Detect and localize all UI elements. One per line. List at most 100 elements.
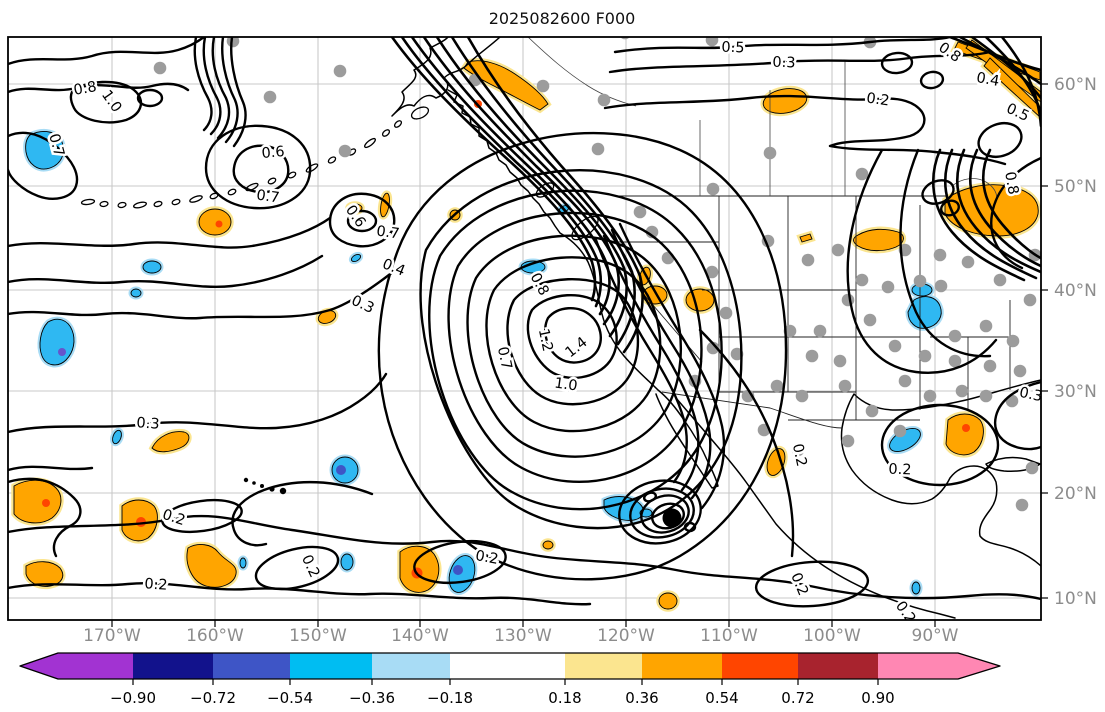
station-dot [948,354,962,368]
anomaly-colorbar: −0.90 −0.72 −0.54 −0.36 −0.18 0.18 0.36 0.54 0.7… [19,652,1001,707]
map-frame [7,36,1042,621]
station-dot [706,182,720,196]
x-tick-label: 120°W [597,626,655,646]
contour-label: 0.2 [787,571,810,598]
station-dot [993,273,1007,287]
station-dot [913,274,927,288]
contour-label: 0.2 [474,548,499,568]
y-tick-label: 60°N [1054,75,1097,95]
contour-label: 0.2 [892,599,918,627]
island-dash [133,201,147,209]
colorbar-segment [290,653,372,679]
station-dot [983,359,997,373]
contour-label: 0.4 [975,70,1000,90]
x-tick-label: 110°W [700,626,758,646]
station-dot [855,273,869,287]
station-dot [226,37,240,48]
station-dot [961,255,975,269]
contour-label: 0.3 [772,55,796,72]
station-dot [705,37,719,47]
contour-label: 1.4 [563,334,591,361]
y-tick-label: 30°N [1054,382,1097,402]
station-dot [888,339,902,353]
contour-lines [8,37,1041,608]
colorbar-segment [58,653,133,679]
island-dash [171,198,181,206]
latitude-tick-labels: 60°N 50°N 40°N 30°N 20°N 10°N [1054,75,1097,609]
colorbar-outline [19,652,1001,680]
station-dot [948,329,962,343]
station-dot [833,354,847,368]
contour-label: 0.2 [144,576,168,594]
island-dash [99,200,109,208]
station-dot [898,374,912,388]
station-dot [933,248,947,262]
station-dot [1006,334,1020,348]
contour-value-labels: 0.8 1.00.7 0.60.70.60.70.40.30.50.30.20.80… [43,37,1044,627]
y-tick-label: 20°N [1054,484,1097,504]
x-tick-label: 90°W [912,626,959,646]
colorbar-tick-label: 0.36 [625,689,658,707]
station-dot [841,434,855,448]
station-dot [865,404,879,418]
station-dot [863,313,877,327]
lat-lon-gridlines [8,37,1041,620]
island-dash [227,188,237,196]
contour-label: 0.4 [380,256,407,279]
station-dot [633,205,647,219]
station-dot [831,243,845,257]
y-tick-label: 40°N [1054,281,1097,301]
station-dot [763,146,777,160]
station-dot [791,443,805,457]
station-dot [706,341,720,355]
station-dot [881,280,895,294]
aleutian-islands [80,120,403,209]
colorbar-segment [133,653,213,679]
colorbar-right-arrow [958,653,1000,679]
colorbar-tick-label: 0.18 [548,689,581,707]
colorbar-segment [372,653,450,679]
station-dot [1023,293,1037,307]
y-tick-label: 50°N [1054,177,1097,197]
contour-label: 0.3 [1018,385,1044,405]
colorbar-tick-label: −0.90 [110,689,156,707]
x-tick-label: 100°W [803,626,861,646]
station-dot [805,349,819,363]
station-dot [1025,461,1039,475]
longitude-tick-labels: 170°W 160°W 150°W 140°W 130°W 120°W 110°W 100°W… [83,626,959,646]
map-content: 0.8 1.00.7 0.60.70.60.70.40.30.50.30.20.80… [8,37,1044,627]
contour-label: 0.6 [261,144,285,162]
cyclone-marker [618,479,702,545]
colorbar-tick-label: 0.90 [861,689,894,707]
station-dot [801,253,815,267]
x-tick-label: 160°W [186,626,244,646]
y-tick-label: 10°N [1054,589,1097,609]
colorbar-segment [213,653,290,679]
colorbar-tick-label: −0.72 [190,689,236,707]
island-dash [305,163,319,173]
station-dot [918,349,932,363]
contour-label: 1.0 [98,88,124,116]
contour-label: 1.2 [535,327,555,353]
station-dot [1013,364,1027,378]
station-dot [934,279,948,293]
station-dot [783,324,797,338]
colorbar-segment [798,653,878,679]
station-dot [719,306,733,320]
contour-label: 0.2 [888,462,912,479]
island-dash [267,177,277,185]
coastlines [80,37,1041,619]
colorbar-segment [642,653,722,679]
colorbar-left-arrow [20,653,58,679]
state-borders [616,60,1011,429]
contour-label: 0.5 [721,40,745,57]
contour-label: 0.2 [298,553,322,581]
station-dot [730,347,744,361]
station-dot [923,389,937,403]
island-dash [117,201,127,209]
station-dot [955,384,969,398]
station-dot [661,251,675,265]
colorbar-tick-label: −0.36 [349,689,395,707]
station-dot [813,324,827,338]
